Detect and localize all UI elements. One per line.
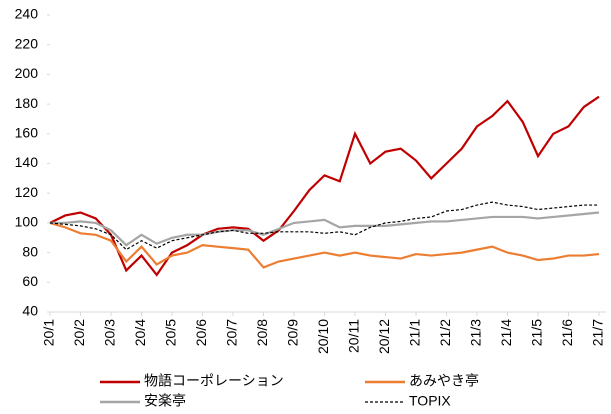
y-tick-label: 60: [22, 273, 38, 289]
x-tick-label: 20/7: [224, 319, 240, 346]
x-tick-label: 20/9: [285, 319, 301, 346]
x-tick-label: 20/11: [346, 319, 362, 353]
y-tick-label: 200: [15, 65, 39, 81]
x-tick-label: 20/10: [315, 319, 331, 354]
legend-label: 物語コーポレーション: [144, 373, 284, 389]
x-tick-label: 21/3: [468, 319, 484, 346]
y-tick-label: 100: [15, 214, 39, 230]
x-tick-label: 20/3: [102, 319, 118, 346]
x-tick-label: 21/2: [437, 319, 453, 346]
series-line: [49, 221, 600, 269]
x-tick-label: 20/4: [132, 319, 148, 346]
y-tick-label: 220: [15, 35, 39, 51]
x-tick-label: 21/5: [529, 319, 545, 346]
x-tick-label: 21/1: [407, 319, 423, 346]
series-line: [49, 95, 600, 277]
y-tick-label: 160: [15, 125, 39, 141]
x-tick-label: 21/4: [498, 319, 514, 346]
y-tick-label: 120: [15, 184, 39, 200]
y-tick-label: 80: [22, 243, 38, 259]
x-tick-label: 20/6: [193, 319, 209, 346]
x-tick-label: 21/7: [590, 319, 606, 346]
y-tick-label: 180: [15, 95, 39, 111]
legend-label: あみやき亭: [409, 373, 479, 389]
x-tick-label: 21/6: [559, 319, 575, 346]
y-tick-label: 140: [15, 154, 39, 170]
legend-label: 安楽亭: [144, 393, 186, 409]
legend-label: TOPIX: [409, 393, 451, 409]
series-line: [50, 211, 600, 247]
x-tick-label: 20/2: [71, 319, 87, 346]
x-tick-label: 20/5: [163, 319, 179, 346]
y-tick-label: 40: [22, 303, 38, 319]
y-tick-label: 240: [15, 6, 39, 22]
x-tick-label: 20/12: [376, 319, 392, 354]
x-tick-label: 20/8: [254, 319, 270, 346]
x-tick-label: 20/1: [41, 319, 57, 346]
series-line: [49, 201, 599, 251]
